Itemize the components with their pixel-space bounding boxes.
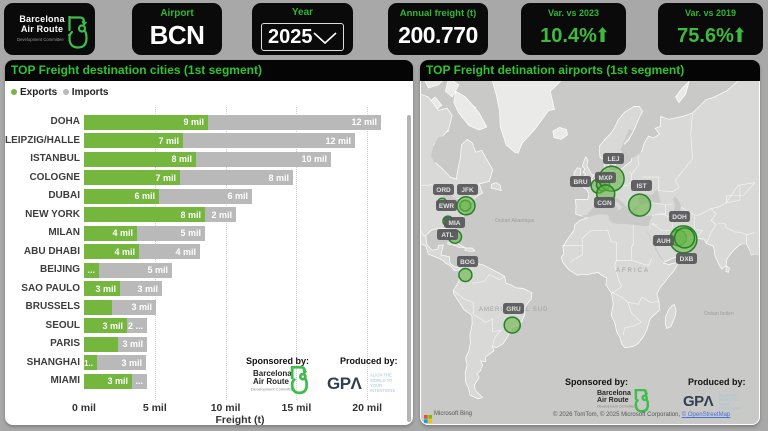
svg-text:Océan Atlantique: Océan Atlantique	[495, 218, 535, 224]
svg-text:AFRICA: AFRICA	[616, 268, 650, 274]
svg-text:ORD: ORD	[436, 187, 451, 194]
svg-text:BOG: BOG	[460, 259, 475, 266]
svg-text:IST: IST	[636, 183, 646, 190]
svg-text:BRU: BRU	[573, 179, 587, 186]
svg-text:JFK: JFK	[461, 187, 474, 194]
svg-text:MXP: MXP	[598, 175, 613, 182]
svg-text:LEJ: LEJ	[608, 156, 620, 163]
svg-text:DOH: DOH	[672, 214, 687, 221]
svg-text:AUH: AUH	[656, 238, 670, 245]
svg-text:Océan Indien: Océan Indien	[704, 311, 734, 317]
svg-text:EWR: EWR	[439, 203, 454, 210]
svg-text:MIA: MIA	[449, 220, 461, 227]
svg-text:ATL: ATL	[441, 232, 453, 239]
svg-text:CGN: CGN	[597, 200, 612, 207]
svg-text:GRU: GRU	[506, 306, 521, 313]
svg-text:DXB: DXB	[680, 256, 694, 263]
